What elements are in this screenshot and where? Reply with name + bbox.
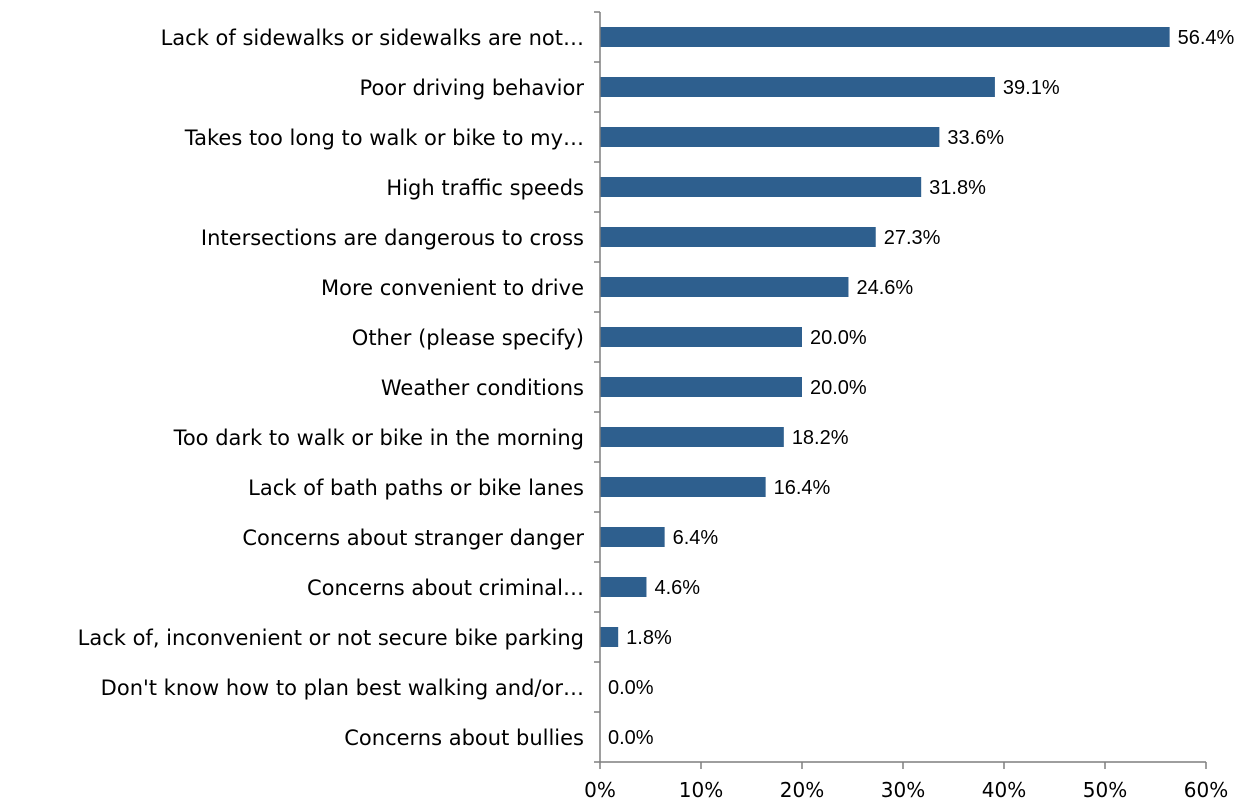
bar: [600, 477, 766, 497]
category-label: Lack of bath paths or bike lanes: [248, 476, 584, 500]
data-label: 39.1%: [1003, 77, 1060, 99]
bar: [600, 427, 784, 447]
bar: [600, 627, 619, 647]
category-label: Concerns about bullies: [344, 726, 584, 750]
value-labels-group: 56.4% 39.1% 33.6% 31.8% 27.3% 24.6% 20.0% 20.0%…: [608, 27, 1235, 749]
x-tick-label: 10%: [679, 778, 723, 802]
bar: [600, 177, 922, 197]
data-label: 33.6%: [947, 127, 1004, 149]
data-label: 27.3%: [884, 227, 941, 249]
bar: [600, 327, 802, 347]
x-tick-label: 40%: [982, 778, 1026, 802]
data-label: 1.8%: [626, 627, 672, 649]
category-label: High traffic speeds: [386, 176, 584, 200]
category-label: Weather conditions: [381, 376, 584, 400]
category-label: Too dark to walk or bike in the morning: [173, 426, 584, 450]
bar: [600, 77, 995, 97]
data-label: 20.0%: [810, 377, 867, 399]
x-tick-label: 60%: [1184, 778, 1228, 802]
data-label: 20.0%: [810, 327, 867, 349]
axes-group: [594, 11, 1207, 769]
category-labels-group: Lack of sidewalks or sidewalks are not… P…: [78, 26, 585, 750]
data-label: 16.4%: [774, 477, 831, 499]
category-label: Don't know how to plan best walking and/…: [101, 676, 584, 700]
bar: [600, 577, 647, 597]
x-tick-label: 50%: [1083, 778, 1127, 802]
bar: [600, 127, 940, 147]
category-label: Takes too long to walk or bike to my…: [184, 126, 584, 150]
data-label: 4.6%: [654, 577, 700, 599]
x-tick-label: 30%: [881, 778, 925, 802]
bar: [600, 227, 876, 247]
data-label: 0.0%: [608, 727, 654, 749]
category-label: Concerns about stranger danger: [242, 526, 584, 550]
x-tick-label: 20%: [780, 778, 824, 802]
category-label: Lack of sidewalks or sidewalks are not…: [161, 26, 584, 50]
bars-group: [600, 27, 1170, 647]
category-label: Intersections are dangerous to cross: [201, 226, 584, 250]
bar: [600, 527, 665, 547]
category-label: Lack of, inconvenient or not secure bike…: [78, 626, 584, 650]
bar: [600, 377, 802, 397]
bar: [600, 27, 1170, 47]
bar: [600, 277, 849, 297]
data-label: 31.8%: [929, 177, 986, 199]
category-label: Other (please specify): [352, 326, 584, 350]
x-tick-label: 0%: [584, 778, 616, 802]
category-label: Poor driving behavior: [360, 76, 585, 100]
data-label: 18.2%: [792, 427, 849, 449]
x-tick-labels-group: 0% 10% 20% 30% 40% 50% 60%: [584, 778, 1228, 802]
category-label: Concerns about criminal…: [307, 576, 584, 600]
data-label: 6.4%: [673, 527, 719, 549]
data-label: 0.0%: [608, 677, 654, 699]
data-label: 56.4%: [1178, 27, 1235, 49]
category-label: More convenient to drive: [321, 276, 584, 300]
data-label: 24.6%: [856, 277, 913, 299]
